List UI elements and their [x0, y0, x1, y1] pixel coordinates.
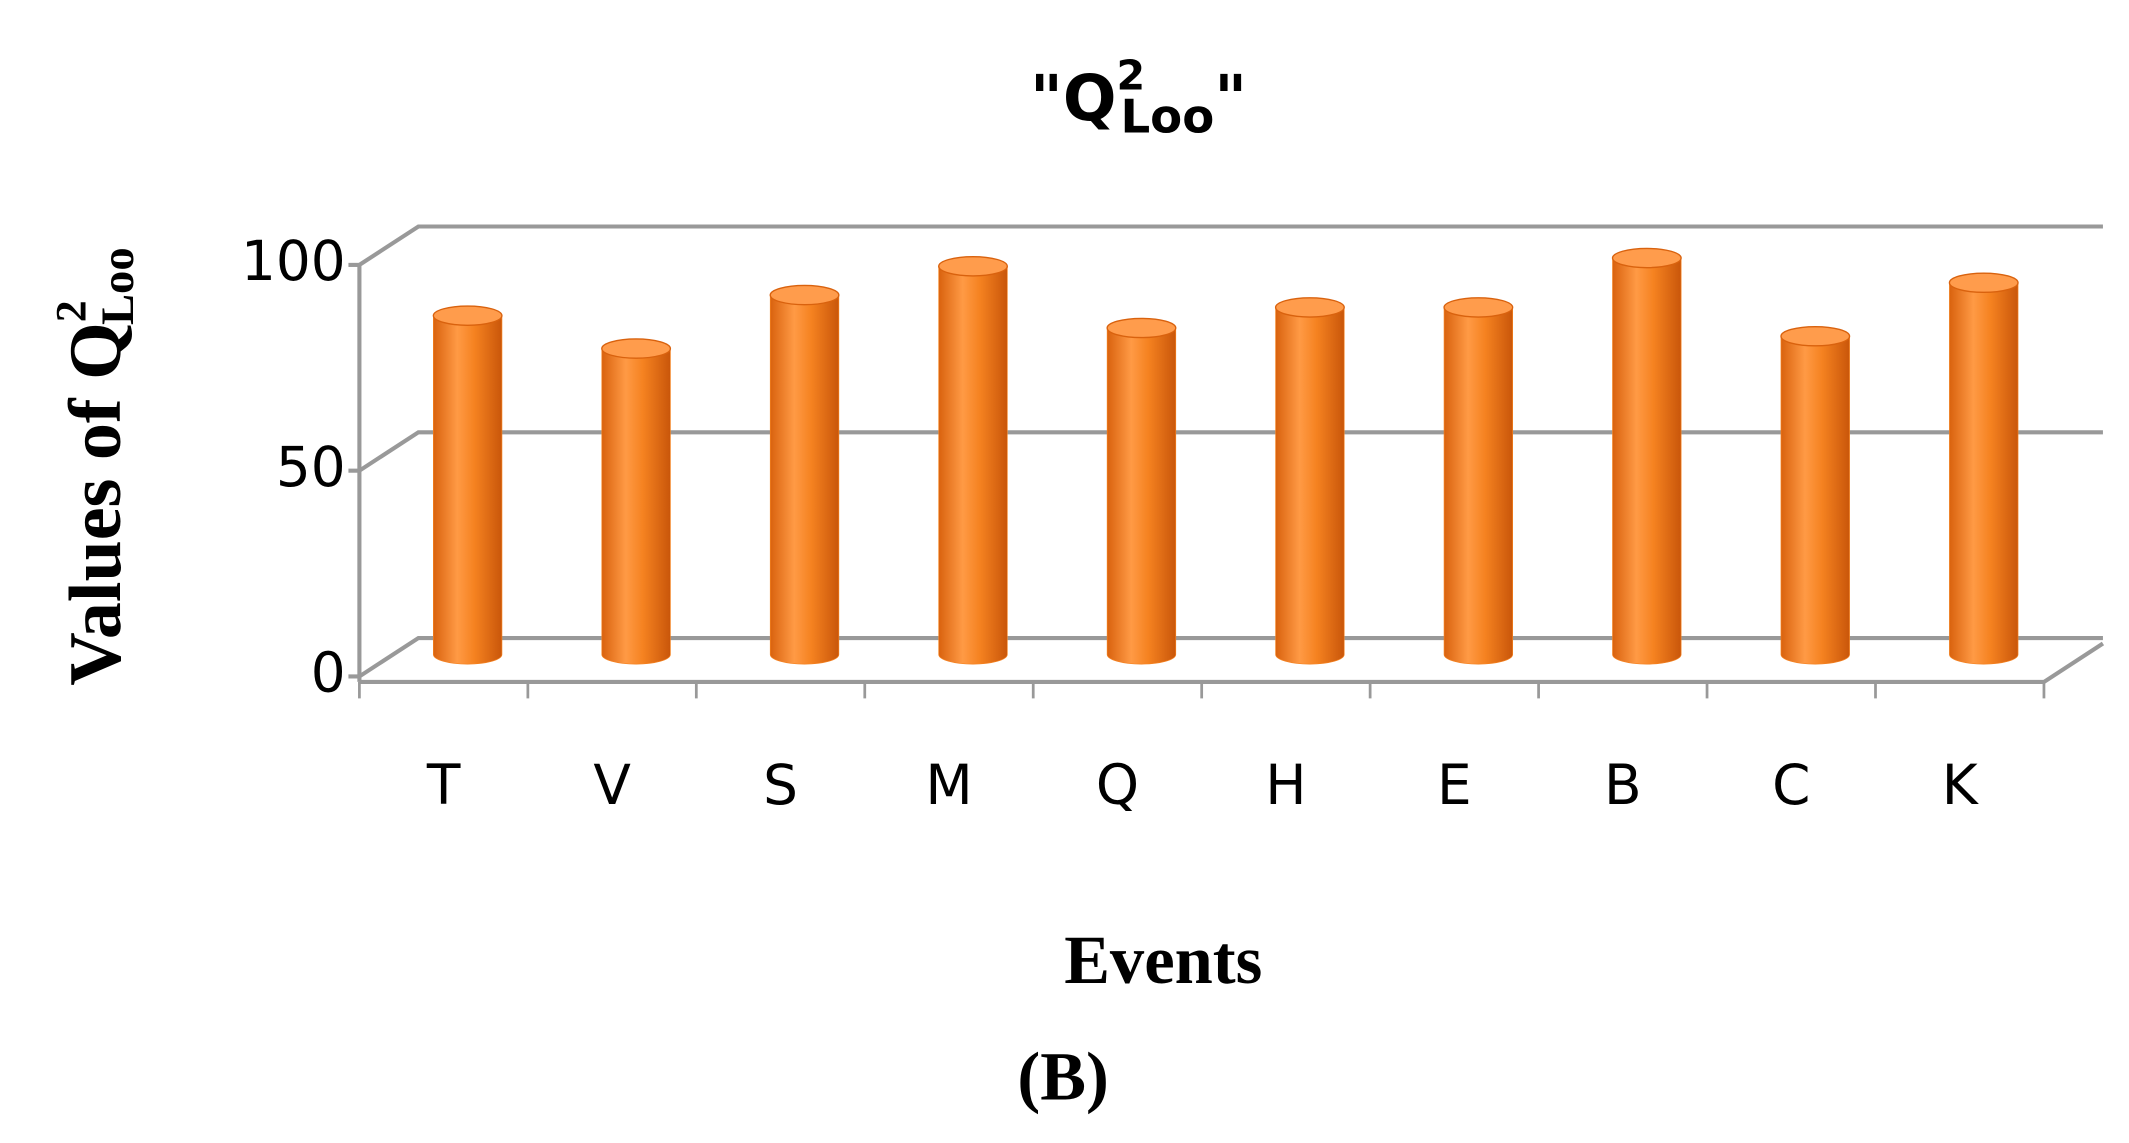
cylinder-body	[1612, 257, 1682, 665]
cylinder-body	[601, 348, 671, 665]
x-tick-label: C	[1772, 753, 1810, 817]
title-text: "	[1214, 61, 1247, 135]
cylinder-body	[1949, 282, 2019, 665]
cylinder-top	[1780, 325, 1851, 347]
title-sup: 2	[1117, 51, 1146, 99]
cylinder-top	[1948, 272, 2019, 294]
bar	[1274, 297, 1345, 665]
bar	[601, 338, 672, 665]
grid-line	[358, 430, 2103, 473]
cylinder-top	[1443, 297, 1514, 318]
x-tick-label: M	[925, 753, 972, 817]
chart-title: "Q2 Loo"	[1030, 51, 1247, 143]
bar	[938, 255, 1008, 665]
x-tick-label: T	[426, 753, 461, 817]
bar	[1948, 272, 2019, 665]
cylinder-body	[1780, 335, 1850, 665]
x-tick-label: K	[1942, 753, 1980, 817]
title-text: "Q	[1030, 61, 1117, 135]
bar	[432, 305, 503, 665]
x-tick-label: B	[1604, 753, 1642, 817]
y-label-sup: 2	[48, 300, 96, 322]
y-tick-label: 50	[276, 435, 346, 499]
cylinder-body	[1275, 307, 1345, 665]
x-axis-label: Events	[1064, 922, 1262, 998]
cylinder-body	[938, 265, 1008, 665]
bar	[1443, 297, 1514, 665]
cylinder-top	[601, 338, 672, 359]
title-sub: Loo	[1120, 89, 1214, 143]
cylinder-top	[1611, 247, 1682, 269]
x-tick-label: Q	[1096, 753, 1139, 817]
bar	[1780, 325, 1851, 665]
y-axis-label: Values of Q2Loo	[48, 247, 144, 685]
y-tick-label: 100	[241, 229, 346, 293]
y-tick-label: 0	[311, 641, 346, 705]
cylinder-body	[769, 294, 840, 665]
cylinder-body	[1443, 307, 1514, 665]
cylinder-top	[1106, 317, 1177, 339]
cylinder-top	[938, 255, 1008, 277]
x-tick-label: V	[593, 753, 631, 817]
cylinder-body	[1106, 327, 1177, 665]
cylinder-top	[432, 305, 503, 326]
y-label-sub: Loo	[92, 247, 144, 325]
y-label-text: Values of Q	[55, 322, 137, 686]
bar	[1611, 247, 1682, 665]
cylinder-body	[433, 315, 503, 665]
bar	[769, 284, 840, 665]
x-tick-label: H	[1265, 753, 1306, 817]
x-tick-label: S	[763, 753, 798, 817]
grid-line	[358, 224, 2103, 267]
cylinder-top	[1274, 297, 1345, 318]
cylinder-top	[769, 284, 840, 306]
x-tick-label: E	[1437, 753, 1472, 817]
grid-line	[358, 635, 2103, 679]
panel-label: (B)	[1017, 1039, 1108, 1115]
bar	[1106, 317, 1177, 665]
